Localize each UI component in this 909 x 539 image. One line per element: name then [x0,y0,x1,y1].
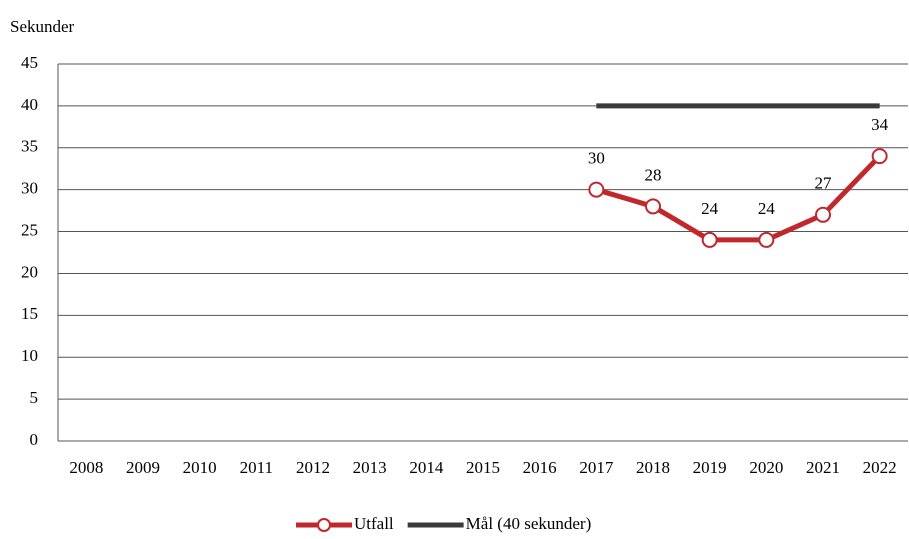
y-tick-label: 10 [21,346,38,365]
x-tick-label: 2014 [409,458,444,477]
legend-marker [317,518,331,532]
data-label: 24 [701,199,719,218]
marker [588,181,605,198]
line-series [595,154,882,243]
y-tick-label: 15 [21,304,38,323]
marker [815,206,831,223]
x-tick-label: 2015 [466,458,500,477]
data-label: 28 [645,165,662,184]
legend-label: Utfall [354,514,394,533]
y-tick-label: 0 [30,430,39,449]
data-label: 27 [815,174,833,193]
marker [871,148,888,165]
y-tick-label: 45 [21,53,38,72]
y-tick-label: 30 [21,179,38,198]
data-label: 30 [588,149,605,168]
x-tick-label: 2018 [636,458,670,477]
marker [645,198,661,215]
data-label: 24 [758,199,776,218]
marker [758,231,775,248]
x-tick-label: 2019 [693,458,727,477]
y-axis-label: Sekunder [10,17,75,36]
x-tick-label: 2013 [353,458,387,477]
data-label: 34 [871,115,889,134]
x-tick-label: 2010 [183,458,217,477]
x-tick-label: 2009 [126,458,160,477]
y-tick-label: 40 [21,95,38,114]
x-tick-label: 2021 [806,458,840,477]
x-tick-label: 2022 [863,458,897,477]
y-tick-label: 5 [30,388,39,407]
y-tick-label: 20 [21,262,38,281]
marker [701,231,718,248]
y-tick-label: 25 [21,220,38,239]
y-tick-label: 35 [21,137,38,156]
x-tick-label: 2016 [523,458,557,477]
x-tick-label: 2020 [749,458,783,477]
x-tick-label: 2008 [69,458,103,477]
x-tick-label: 2011 [240,458,273,477]
x-tick-label: 2012 [296,458,330,477]
x-tick-label: 2017 [579,458,614,477]
legend-label: Mål (40 sekunder) [466,514,592,533]
